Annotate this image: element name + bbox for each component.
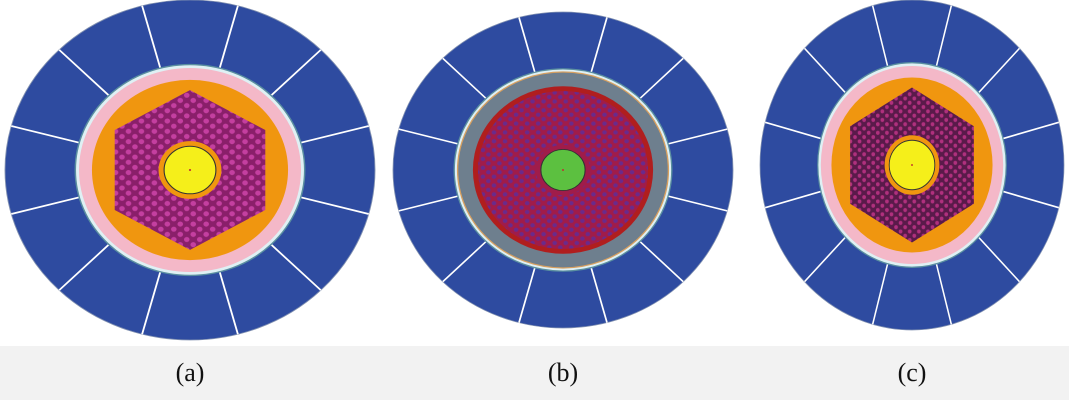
core-panel bbox=[393, 12, 733, 328]
panel-label: (c) bbox=[862, 358, 962, 388]
panel-label: (b) bbox=[513, 358, 613, 388]
figure: (a) (b) (c) bbox=[0, 0, 1069, 400]
panel-label: (a) bbox=[140, 358, 240, 388]
core-diagrams bbox=[0, 0, 1069, 346]
center-dot bbox=[911, 164, 913, 166]
core-panel bbox=[760, 0, 1064, 330]
center-dot bbox=[189, 169, 191, 171]
core-panel bbox=[5, 0, 375, 340]
center-dot bbox=[562, 169, 564, 171]
